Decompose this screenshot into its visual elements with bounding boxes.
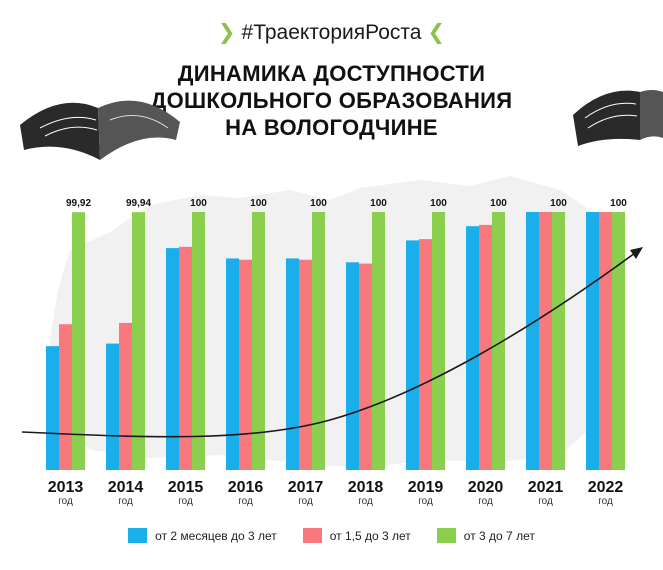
x-tick-label-2018: 2018 <box>348 479 384 496</box>
legend-swatch-series-2 <box>302 528 322 543</box>
x-tick-label-2022: 2022 <box>588 479 624 496</box>
bar-2013-series-2 <box>59 324 72 470</box>
bar-2020-series-2 <box>479 224 492 470</box>
bar-2017-series-1 <box>286 258 299 470</box>
data-label-2014: 99,94 <box>126 198 151 209</box>
bar-2014-series-1 <box>106 343 119 470</box>
bar-2014-series-2 <box>119 322 132 470</box>
chart-legend: от 2 месяцев до 3 лет от 1,5 до 3 лет от… <box>0 528 663 543</box>
bar-2014-series-3 <box>132 212 145 471</box>
x-tick-label-2021: 2021 <box>528 479 564 496</box>
legend-swatch-series-1 <box>128 528 148 543</box>
bar-2016-series-2 <box>239 259 252 470</box>
x-tick-label-2013: 2013 <box>48 479 84 496</box>
book-right-icon <box>573 90 663 146</box>
bar-2020-series-1 <box>466 226 479 470</box>
bar-2015-series-1 <box>166 248 179 470</box>
x-tick-sublabel-2014: год <box>118 496 133 507</box>
bar-2015-series-2 <box>179 246 192 470</box>
x-tick-label-2014: 2014 <box>108 479 144 496</box>
data-label-2016: 100 <box>250 198 267 209</box>
bar-2022-series-3 <box>612 212 625 470</box>
legend-item-series-2: от 1,5 до 3 лет <box>302 528 411 543</box>
x-axis-layer: 2013год2014год2015год2016год2017год2018г… <box>48 479 624 507</box>
chevron-left-icon: ❮ <box>427 21 446 44</box>
bar-2021-series-3 <box>552 212 565 470</box>
x-tick-label-2017: 2017 <box>288 479 324 496</box>
x-tick-sublabel-2020: год <box>478 496 493 507</box>
trend-arrow <box>21 247 643 438</box>
data-label-2022: 100 <box>610 198 627 209</box>
bars-layer <box>46 212 625 471</box>
data-labels-layer: 99,92 99,94 100 100 100 100 100 100 100 100 <box>66 198 627 209</box>
bar-2017-series-2 <box>299 259 312 470</box>
hashtag-heading: ❯ #ТраекторияРоста ❮ <box>0 20 663 45</box>
bar-2018-series-2 <box>359 263 372 470</box>
bar-2015-series-3 <box>192 212 205 470</box>
bar-2019-series-3 <box>432 212 445 470</box>
x-tick-sublabel-2015: год <box>178 496 193 507</box>
bar-2019-series-1 <box>406 240 419 470</box>
chevron-right-icon: ❯ <box>217 21 236 44</box>
legend-swatch-series-3 <box>436 528 456 543</box>
data-label-2017: 100 <box>310 198 327 209</box>
legend-label-series-3: от 3 до 7 лет <box>463 528 535 543</box>
bar-2022-series-2 <box>599 212 612 470</box>
bar-2022-series-1 <box>586 212 599 470</box>
hashtag-text: #ТраекторияРоста <box>241 21 422 44</box>
bar-2018-series-3 <box>372 212 385 470</box>
x-tick-label-2019: 2019 <box>408 479 444 496</box>
page-title: ДИНАМИКА ДОСТУПНОСТИ ДОШКОЛЬНОГО ОБРАЗОВ… <box>120 60 543 141</box>
bar-2021-series-1 <box>526 212 539 470</box>
x-tick-sublabel-2022: год <box>598 496 613 507</box>
x-tick-sublabel-2013: год <box>58 496 73 507</box>
legend-item-series-3: от 3 до 7 лет <box>436 528 535 543</box>
x-tick-label-2015: 2015 <box>168 479 204 496</box>
x-tick-label-2016: 2016 <box>228 479 264 496</box>
data-label-2019: 100 <box>430 198 447 209</box>
x-tick-label-2020: 2020 <box>468 479 504 496</box>
data-label-2015: 100 <box>190 198 207 209</box>
title-line-1: ДИНАМИКА ДОСТУПНОСТИ <box>177 61 486 86</box>
bar-2013-series-1 <box>46 346 59 470</box>
x-tick-sublabel-2017: год <box>298 496 313 507</box>
book-left-icon <box>20 100 180 160</box>
x-tick-sublabel-2016: год <box>238 496 253 507</box>
legend-label-series-2: от 1,5 до 3 лет <box>329 528 411 543</box>
bar-2016-series-3 <box>252 212 265 470</box>
data-label-2020: 100 <box>490 198 507 209</box>
legend-item-series-1: от 2 месяцев до 3 лет <box>128 528 277 543</box>
x-tick-sublabel-2021: год <box>538 496 553 507</box>
legend-label-series-1: от 2 месяцев до 3 лет <box>155 528 277 543</box>
bar-2020-series-3 <box>492 212 505 470</box>
bar-2021-series-2 <box>539 212 552 470</box>
title-line-2: ДОШКОЛЬНОГО ОБРАЗОВАНИЯ <box>150 88 513 113</box>
bar-2018-series-1 <box>346 262 359 470</box>
x-tick-sublabel-2018: год <box>358 496 373 507</box>
bar-2016-series-1 <box>226 258 239 470</box>
bar-2017-series-3 <box>312 212 325 470</box>
data-label-2013: 99,92 <box>66 198 91 209</box>
data-label-2018: 100 <box>370 198 387 209</box>
title-line-3: НА ВОЛОГОДЧИНЕ <box>225 115 438 140</box>
bar-2013-series-3 <box>72 212 85 470</box>
bar-2019-series-2 <box>419 239 432 470</box>
x-tick-sublabel-2019: год <box>418 496 433 507</box>
data-label-2021: 100 <box>550 198 567 209</box>
